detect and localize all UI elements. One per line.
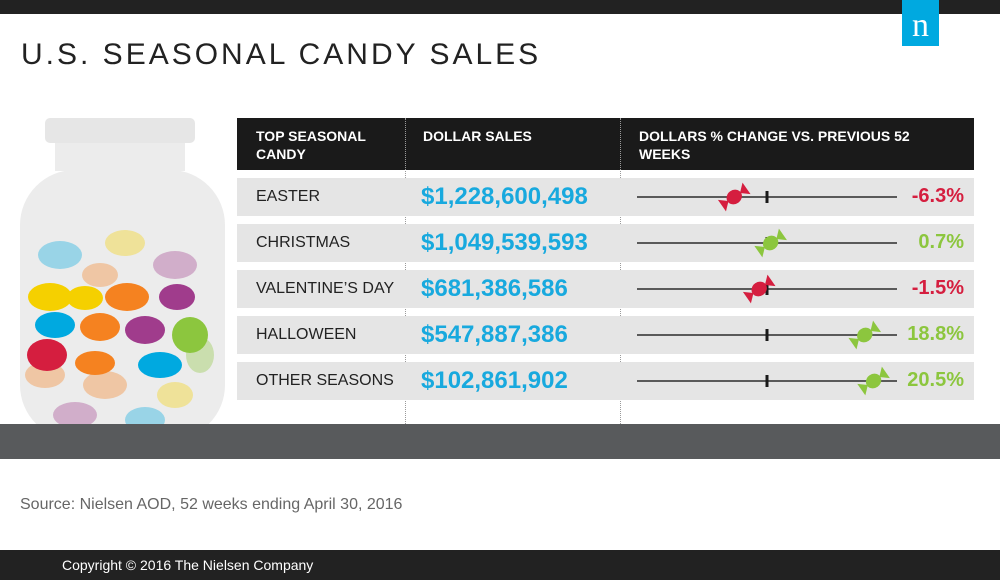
table-row: OTHER SEASONS $102,861,902 20.5% [237, 362, 974, 400]
change-value: -6.3% [911, 185, 964, 207]
table-row: CHRISTMAS $1,049,539,593 0.7% [237, 224, 974, 262]
change-track [637, 182, 897, 212]
change-track [637, 274, 897, 304]
candy-marker [754, 228, 787, 258]
source-note: Source: Nielsen AOD, 52 weeks ending Apr… [20, 496, 403, 513]
change-value: -1.5% [911, 277, 964, 299]
table-row: EASTER $1,228,600,498 -6.3% [237, 178, 974, 216]
column-header-change: DOLLARS % CHANGE VS. PREVIOUS 52 WEEKS [639, 128, 910, 162]
candy-marker [717, 182, 751, 212]
change-value: 18.8% [907, 323, 964, 345]
change-track [637, 228, 897, 258]
sales-value: $1,228,600,498 [421, 183, 588, 210]
change-value: 20.5% [907, 369, 964, 391]
season-label: VALENTINE’S DAY [256, 280, 395, 297]
candy-marker [742, 274, 776, 304]
change-track [637, 320, 897, 350]
sales-value: $547,887,386 [421, 321, 568, 348]
page-title: U.S. SEASONAL CANDY SALES [21, 38, 542, 71]
table-header: TOP SEASONAL CANDY DOLLAR SALES DOLLARS … [237, 118, 974, 170]
season-label: EASTER [256, 188, 321, 205]
sales-value: $102,861,902 [421, 367, 568, 394]
season-label: HALLOWEEN [256, 326, 357, 343]
footer-bar: Copyright © 2016 The Nielsen Company [0, 550, 1000, 580]
nielsen-logo: n [902, 0, 939, 46]
table-row: VALENTINE’S DAY $681,386,586 -1.5% [237, 270, 974, 308]
candy-marker [848, 320, 882, 350]
change-track [637, 366, 897, 396]
column-header-season: TOP SEASONAL CANDY [256, 128, 366, 162]
column-header-sales: DOLLAR SALES [423, 128, 532, 144]
copyright: Copyright © 2016 The Nielsen Company [62, 557, 314, 573]
season-label: OTHER SEASONS [256, 372, 394, 389]
bottom-band [0, 424, 1000, 459]
candy-jar-illustration [20, 118, 225, 440]
top-bar [0, 0, 1000, 14]
table-row: HALLOWEEN $547,887,386 18.8% [237, 316, 974, 354]
sales-value: $681,386,586 [421, 275, 568, 302]
candy-marker [857, 366, 890, 396]
season-label: CHRISTMAS [256, 234, 351, 251]
sales-value: $1,049,539,593 [421, 229, 588, 256]
change-value: 0.7% [918, 231, 964, 253]
